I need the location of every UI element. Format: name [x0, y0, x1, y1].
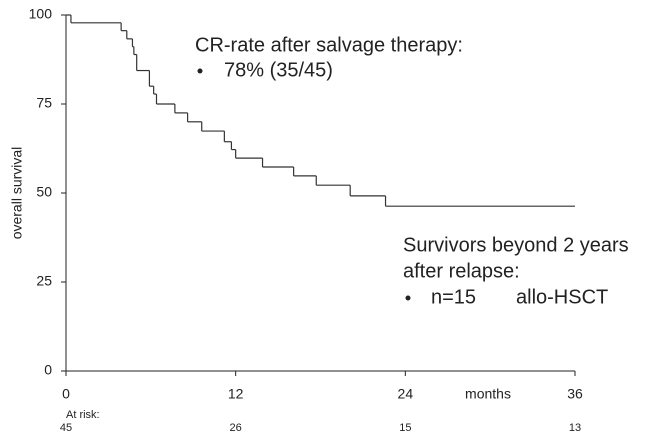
- at-risk-label: At risk:: [66, 409, 100, 421]
- annotation: allo-HSCT: [516, 286, 608, 308]
- x-tick-label: 24: [398, 386, 414, 402]
- annotation: CR-rate after salvage therapy:: [195, 34, 463, 56]
- annotation: after relapse:: [403, 260, 520, 282]
- y-tick-label: 25: [36, 273, 52, 289]
- bullet: [197, 68, 203, 74]
- annotation: 78% (35/45): [224, 59, 333, 81]
- at-risk-value: 45: [60, 422, 72, 434]
- at-risk-value: 26: [230, 422, 242, 434]
- y-tick-label: 100: [29, 6, 53, 22]
- y-tick-label: 0: [44, 362, 52, 378]
- annotation: Survivors beyond 2 years: [403, 234, 629, 256]
- y-tick-label: 75: [36, 95, 52, 111]
- bullet: [405, 295, 411, 301]
- x-tick-label: 12: [228, 386, 244, 402]
- x-tick-label: 36: [567, 386, 583, 402]
- at-risk-value: 13: [569, 422, 581, 434]
- x-tick-label: 0: [62, 386, 70, 402]
- annotation: n=15: [431, 286, 476, 308]
- y-tick-label: 50: [36, 184, 52, 200]
- at-risk-value: 15: [399, 422, 411, 434]
- x-axis-label: months: [465, 386, 511, 402]
- y-axis-label: overall survival: [9, 147, 25, 240]
